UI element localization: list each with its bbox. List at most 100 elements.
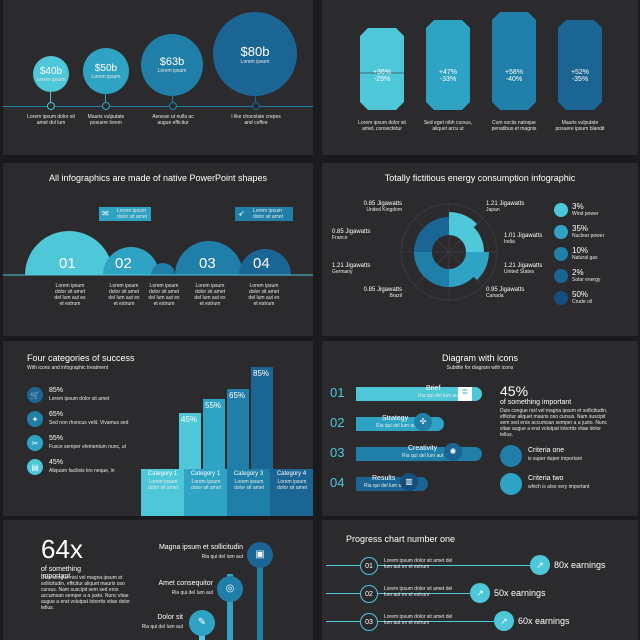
nuclear-icon xyxy=(554,225,568,239)
energy-donut xyxy=(399,202,499,302)
label-value: 1.21 Jigawatts xyxy=(504,263,543,269)
row-text: Lorem ipsum dolor sit amet del lum aut e… xyxy=(384,586,453,598)
connector xyxy=(172,96,173,104)
progress-line xyxy=(326,621,494,622)
row-sub: Ria qui del lum aut xyxy=(418,393,460,399)
category-sub: Lorem ipsum dolor sit amet xyxy=(147,479,178,491)
legend-label: Wind power xyxy=(572,211,599,217)
item-desc: Lorem ipsum dolor sit amet del lum aut e… xyxy=(148,283,180,307)
label-value: 0.95 Jigawatts xyxy=(486,287,525,293)
bar-55 xyxy=(203,399,225,473)
row-value: 60x earnings xyxy=(518,616,570,626)
anchor-dot xyxy=(252,102,260,110)
item-desc: Aliquam facilisis leo neque, in xyxy=(49,468,115,474)
row-label: Results xyxy=(372,475,396,482)
circle-desc: Aenean ut nulla ac augue efficitur xyxy=(152,114,194,126)
legend-pct: 50% xyxy=(572,290,589,299)
slide-title: All infographics are made of native Powe… xyxy=(48,173,268,183)
row-label: Brief xyxy=(426,385,441,392)
bar-pct: 65% xyxy=(229,391,246,400)
solar-icon xyxy=(554,269,568,283)
hex-top: +47% xyxy=(426,20,470,76)
right-label-3: 1.21 Jigawatts United States xyxy=(504,263,574,275)
label-value: 0.85 Jigawatts xyxy=(332,229,371,235)
circle-50b: $50b Lorem ipsum xyxy=(83,48,129,94)
legend-label: Nuclear power xyxy=(572,233,605,239)
connector xyxy=(255,96,256,104)
circle-desc: Mauris vulputate posuere lorem xyxy=(87,114,125,126)
slide-hex-columns: +36% -29% Lorem ipsum dolor sit amet, co… xyxy=(322,0,638,155)
hex-column-1: +36% -29% xyxy=(360,28,404,110)
progress-line xyxy=(326,593,470,594)
anchor-dot xyxy=(169,102,177,110)
right-label-4: 0.95 Jigawatts Canada xyxy=(486,287,556,299)
criteria-desc: which is also very important xyxy=(528,484,590,490)
circle-40b: $40b Lorem ipsum xyxy=(33,56,69,92)
label-country: Canada xyxy=(486,293,504,299)
callout-box-2: Lorem ipsum dolor sit amet ➶ xyxy=(235,207,293,221)
legend-pct: 3% xyxy=(572,202,584,211)
stat-desc: Duis congue nisl vel magna ipsum et soll… xyxy=(41,575,130,611)
cart-icon: 🛒 xyxy=(27,387,43,403)
circle-sub: Lorem ipsum xyxy=(36,76,66,83)
category-sub: Lorem ipsum dolor sit amet xyxy=(233,479,264,491)
hex-bottom: -29% xyxy=(360,76,404,110)
gas-icon xyxy=(554,247,568,261)
item-sub: Ria qui del lum aut xyxy=(141,624,183,630)
label-country: France xyxy=(332,235,348,241)
right-label-2: 1.01 Jigawatts India xyxy=(504,233,574,245)
slide-64x: 64x of something important Duis congue n… xyxy=(3,520,313,640)
hex-column-2: +47% -33% xyxy=(426,20,470,110)
pct-down: -33% xyxy=(439,76,457,83)
label-country: United Kingdom xyxy=(366,207,402,213)
item-pct: 85% xyxy=(49,387,64,394)
row-number: 03 xyxy=(360,613,378,631)
tools-icon: ✂ xyxy=(27,435,43,451)
circle-sub: Lorem ipsum xyxy=(240,58,270,65)
label-value: 0.85 Jigawatts xyxy=(363,287,402,293)
strategy-icon: ✣ xyxy=(414,413,432,431)
circle-value: $50b xyxy=(94,62,118,74)
tools-icon: ✎ xyxy=(189,610,215,636)
left-label-2: 0.85 Jigawatts France xyxy=(332,229,402,241)
hex-top: +52% xyxy=(558,20,602,76)
hex-bottom: -33% xyxy=(426,76,470,110)
row-sub: Ria qui del lum aut xyxy=(364,483,406,489)
slide-diagram-icons: Diagram with icons Subtitle for diagram … xyxy=(322,341,638,516)
stat-value: 45% xyxy=(500,383,529,399)
pct-up: +47% xyxy=(438,69,458,76)
category-label: Category 1 xyxy=(147,471,178,477)
legend-label: Crude oil xyxy=(572,299,593,305)
pct-up: +58% xyxy=(504,69,524,76)
slide-progress-chart: Progress chart number one 01 Lorem ipsum … xyxy=(322,520,638,640)
trend-icon: ↗ xyxy=(494,611,514,631)
column-desc: Cum sociis natoque penatibus et magnis xyxy=(491,120,537,132)
item-desc: Lorem ipsum dolor sit amet del lum aut e… xyxy=(194,283,226,307)
legend-pct: 2% xyxy=(572,268,584,277)
circle-value: $80b xyxy=(240,43,270,59)
circle-sub: Lorem ipsum xyxy=(157,68,187,74)
hex-column-3: +58% -40% xyxy=(492,12,536,110)
label-value: 1.21 Jigawatts xyxy=(486,201,525,207)
pct-up: +36% xyxy=(372,69,392,76)
category-label: Category 4 xyxy=(276,471,307,477)
hex-shape xyxy=(492,12,536,110)
category-sub: Lorem ipsum dolor sit amet xyxy=(190,479,221,491)
label-value: 0.85 Jigawatts xyxy=(363,201,402,207)
envelope-icon: ✉ xyxy=(102,209,109,218)
item-number: 04 xyxy=(253,255,270,272)
column-desc: Lorem ipsum dolor sit amet, consectetur xyxy=(358,120,406,132)
label-country: Germany xyxy=(332,269,353,275)
left-label-4: 0.85 Jigawatts Brazil xyxy=(332,287,402,299)
right-label-1: 1.21 Jigawatts Japan xyxy=(486,201,556,213)
circle-desc: I like chocolate crepes and coffee xyxy=(231,114,281,126)
item-label: Amet consequitor xyxy=(158,580,213,587)
row-label: Creativity xyxy=(408,445,438,452)
stat-label: of something important xyxy=(500,399,572,406)
label-country: Brazil xyxy=(389,293,402,299)
globe-icon: ◎ xyxy=(217,576,243,602)
label-country: Japan xyxy=(486,207,500,213)
legend-label: Solar energy xyxy=(572,277,601,283)
category-label: Category 1 xyxy=(190,471,221,477)
criteria-desc: is super duper important xyxy=(528,456,582,462)
